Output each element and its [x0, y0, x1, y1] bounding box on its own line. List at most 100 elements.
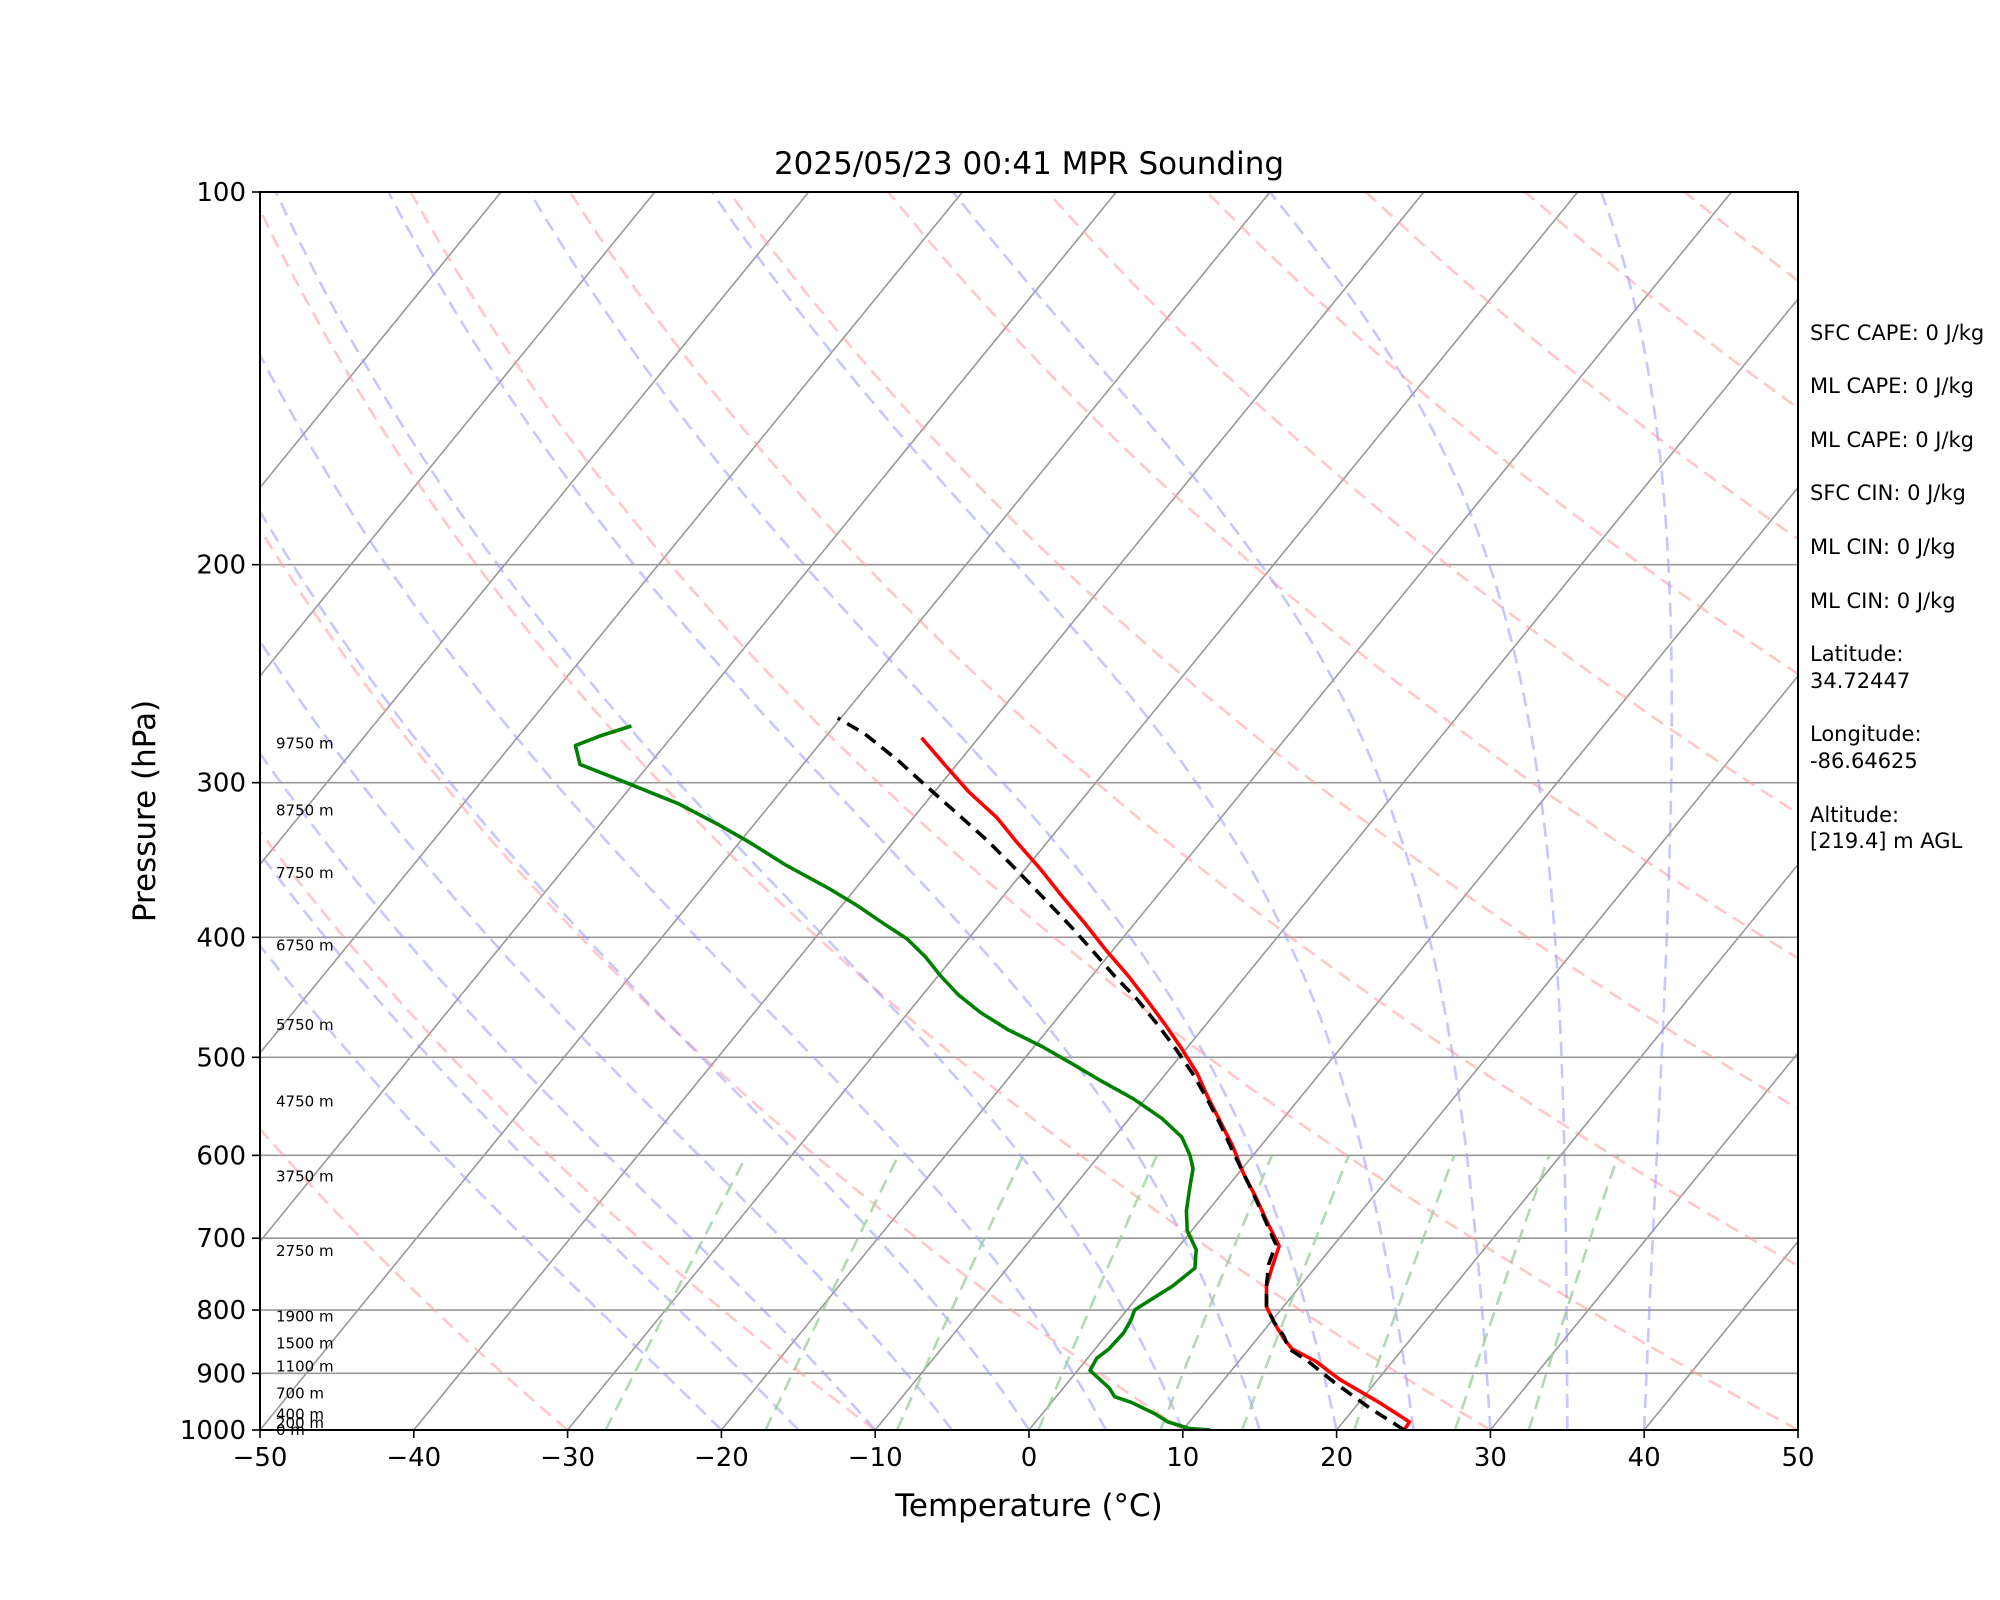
longitude-value: -86.64625: [1810, 749, 1918, 773]
longitude-label: Longitude:: [1810, 722, 1922, 746]
y-tick-label: 900: [196, 1359, 246, 1389]
moist-adiabat-line: [260, 638, 954, 1430]
altitude-value: [219.4] m AGL: [1810, 829, 1963, 853]
dry-adiabat-line: [887, 192, 1798, 960]
moist-adiabat-line: [1600, 192, 1674, 1430]
isotherm-line: [260, 192, 810, 866]
y-tick-label: 700: [196, 1224, 246, 1254]
isotherm-line: [260, 192, 964, 1055]
dry-adiabat-line: [1046, 192, 1798, 816]
moist-adiabat-line: [951, 192, 1492, 1430]
mixing-ratio-line: [1527, 1154, 1620, 1430]
height-label: 9750 m: [276, 735, 334, 753]
mixing-ratio-line: [1352, 1154, 1456, 1430]
height-label: 7750 m: [276, 864, 334, 882]
height-label: 1100 m: [276, 1358, 334, 1376]
latitude-value: 34.72447: [1810, 669, 1910, 693]
y-tick-label: 1000: [180, 1416, 246, 1446]
chart-title: 2025/05/23 00:41 MPR Sounding: [774, 146, 1284, 182]
height-label: 5750 m: [276, 1016, 334, 1034]
y-tick-label: 600: [196, 1141, 246, 1171]
isotherm-line: [1028, 486, 1798, 1430]
mixing-ratio-line: [1453, 1154, 1551, 1430]
x-tick-label: −10: [848, 1443, 903, 1473]
x-axis-ticks: −50 −40 −30 −20 −10 0 10 20 30 40 50: [233, 1430, 1815, 1473]
y-tick-label: 400: [196, 923, 246, 953]
moist-adiabat-line: [387, 192, 1261, 1430]
isotherm-line: [260, 192, 656, 678]
height-label: 3750 m: [276, 1167, 334, 1185]
y-tick-label: 500: [196, 1043, 246, 1073]
ml-cin-text-2: ML CIN: 0 J/kg: [1810, 589, 1956, 613]
temperature-trace: [920, 736, 1412, 1430]
x-tick-label: −30: [540, 1443, 595, 1473]
height-label: 1900 m: [276, 1308, 334, 1326]
x-tick-label: 10: [1166, 1443, 1199, 1473]
dewpoint-trace: [573, 724, 1211, 1430]
sounding-traces: [573, 716, 1412, 1430]
height-label: 400 m: [276, 1406, 324, 1424]
ml-cin-text: ML CIN: 0 J/kg: [1810, 535, 1956, 559]
moist-adiabat-line: [1268, 192, 1569, 1430]
ml-cape-text: ML CAPE: 0 J/kg: [1810, 374, 1974, 398]
moist-adiabat-line: [260, 508, 1031, 1430]
moist-adiabat-line: [260, 751, 877, 1430]
y-axis-ticks: 100 200 300 400 500 600 700 800 900 1000: [180, 178, 260, 1446]
height-label: 2750 m: [276, 1242, 334, 1260]
y-tick-label: 200: [196, 551, 246, 581]
altitude-label: Altitude:: [1810, 803, 1899, 827]
mixing-ratio-line: [895, 1154, 1025, 1430]
y-tick-label: 300: [196, 769, 246, 799]
dry-adiabat-line: [260, 526, 1184, 1430]
moist-adiabat-line: [274, 192, 1185, 1430]
height-label: 200 m: [276, 1414, 324, 1432]
latitude-label: Latitude:: [1810, 642, 1904, 666]
height-labels: 9750 m 8750 m 7750 m 6750 m 5750 m 4750 m 3750…: [276, 735, 334, 1439]
dry-adiabat-line: [260, 206, 1492, 1430]
x-tick-label: 0: [1021, 1443, 1038, 1473]
x-tick-label: 30: [1474, 1443, 1507, 1473]
mixing-ratio-line: [1037, 1154, 1158, 1430]
moist-adiabat-line: [260, 943, 723, 1430]
isotherm-line: [260, 192, 1117, 1243]
isotherm-line: [260, 192, 1271, 1430]
isotherm-line: [720, 192, 1733, 1430]
x-tick-label: 50: [1781, 1443, 1814, 1473]
dry-adiabat-line: [409, 192, 1798, 1430]
isotherm-line: [1182, 674, 1798, 1430]
height-label: 4750 m: [276, 1093, 334, 1111]
moist-adiabat-line: [260, 851, 800, 1430]
height-label: 700 m: [276, 1384, 324, 1402]
parcel-trace: [836, 716, 1406, 1430]
isotherm-line: [1489, 1051, 1798, 1430]
background-lines: [260, 192, 1798, 1430]
sfc-cape-text: SFC CAPE: 0 J/kg: [1810, 321, 1984, 345]
mixing-ratio-line: [764, 1154, 900, 1430]
y-tick-label: 100: [196, 178, 246, 208]
ml-cape-text-2: ML CAPE: 0 J/kg: [1810, 428, 1974, 452]
mixing-ratio-line: [604, 1154, 748, 1430]
dry-adiabat-line: [568, 192, 1798, 1268]
isotherm-line: [260, 192, 502, 489]
x-tick-label: 40: [1628, 1443, 1661, 1473]
x-axis-title: Temperature (°C): [894, 1488, 1163, 1524]
y-axis-title: Pressure (hPa): [127, 700, 163, 922]
height-label: 6750 m: [276, 936, 334, 954]
x-tick-label: −50: [233, 1443, 288, 1473]
isotherm-line: [413, 192, 1425, 1430]
dry-adiabat-line: [260, 829, 876, 1430]
height-label: 8750 m: [276, 802, 334, 820]
moist-adiabat-line: [710, 192, 1415, 1430]
isotherm-line: [566, 192, 1579, 1430]
isotherm-line: [874, 297, 1798, 1430]
plot-frame: [259, 191, 1799, 1431]
mixing-ratio-line: [1240, 1154, 1351, 1430]
moist-adiabat-line: [528, 192, 1338, 1430]
height-label: 1500 m: [276, 1334, 334, 1352]
isotherm-line: [1335, 863, 1798, 1430]
sounding-info-panel: SFC CAPE: 0 J/kg ML CAPE: 0 J/kg ML CAPE…: [1810, 321, 1984, 853]
x-tick-label: 20: [1320, 1443, 1353, 1473]
x-tick-label: −20: [694, 1443, 749, 1473]
x-tick-label: −40: [386, 1443, 441, 1473]
